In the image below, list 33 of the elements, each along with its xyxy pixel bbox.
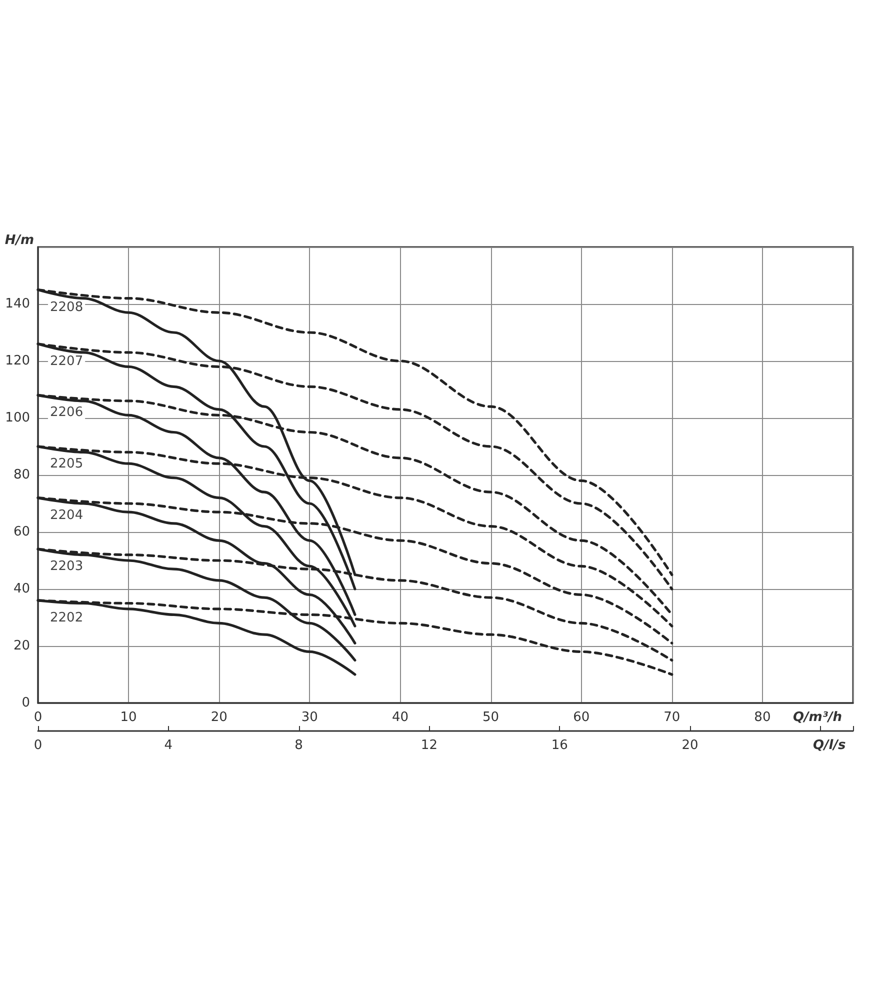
- series-label: 2207: [50, 354, 84, 369]
- x-tick-label: 10: [120, 710, 137, 725]
- y-tick-label: 60: [13, 524, 30, 540]
- x2-tick-label: 12: [420, 738, 438, 753]
- x2-axis-title: Q/l/s: [813, 738, 846, 753]
- x2-tick-label: 20: [682, 738, 698, 753]
- x2-tick-label: 16: [551, 738, 568, 753]
- series-label: 2203: [50, 559, 84, 574]
- y-tick-label: 0: [22, 696, 30, 710]
- x-tick-label: 0: [34, 710, 42, 725]
- x-tick-label: 20: [210, 710, 228, 725]
- series-label: 2206: [50, 405, 84, 420]
- series-label: 2205: [50, 456, 84, 472]
- x-tick-label: 40: [392, 710, 408, 725]
- x-tick-label: 50: [482, 710, 500, 725]
- series-label: 2202: [50, 610, 84, 626]
- x-axis-title: Q/m³/h: [793, 710, 842, 725]
- y-tick-label: 80: [13, 468, 30, 482]
- series-label: 2204: [50, 508, 84, 523]
- y-axis-title: H/m: [4, 233, 34, 248]
- y-tick-label: 140: [5, 296, 30, 312]
- series-label: 2208: [50, 300, 84, 315]
- y-tick-label: 40: [13, 582, 30, 596]
- y-tick-label: 100: [5, 410, 30, 426]
- y-tick-label: 20: [13, 638, 30, 654]
- y-tick-label: 120: [5, 354, 30, 368]
- x-tick-label: 30: [301, 710, 318, 725]
- x-tick-label: 60: [573, 710, 590, 725]
- x2-tick-label: 0: [34, 738, 42, 753]
- x-tick-label: 80: [754, 710, 771, 725]
- x2-tick-label: 8: [294, 738, 303, 753]
- x2-tick-label: 4: [164, 738, 173, 753]
- x-tick-label: 70: [664, 710, 680, 725]
